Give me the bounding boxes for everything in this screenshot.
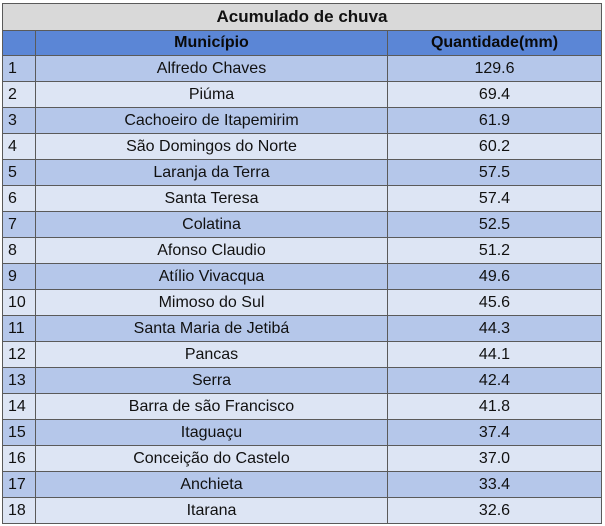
row-municipio: Cachoeiro de Itapemirim — [35, 107, 388, 134]
header-quantidade: Quantidade(mm) — [387, 30, 602, 56]
row-municipio: Piúma — [35, 81, 388, 108]
row-quantidade: 60.2 — [387, 133, 602, 160]
table-row: 18 Itarana 32.6 — [2, 497, 602, 524]
row-quantidade: 44.1 — [387, 341, 602, 368]
row-quantidade: 33.4 — [387, 471, 602, 498]
row-index: 14 — [2, 393, 36, 420]
row-index: 12 — [2, 341, 36, 368]
row-municipio: Itaguaçu — [35, 419, 388, 446]
row-index: 11 — [2, 315, 36, 342]
row-municipio: Barra de são Francisco — [35, 393, 388, 420]
row-index: 10 — [2, 289, 36, 316]
table-row: 11 Santa Maria de Jetibá 44.3 — [2, 315, 602, 342]
row-municipio: Laranja da Terra — [35, 159, 388, 186]
row-quantidade: 129.6 — [387, 55, 602, 82]
rainfall-table-container: Acumulado de chuva Município Quantidade(… — [2, 3, 602, 524]
row-municipio: Santa Teresa — [35, 185, 388, 212]
row-municipio: Serra — [35, 367, 388, 394]
table-row: 16 Conceição do Castelo 37.0 — [2, 445, 602, 472]
row-municipio: Colatina — [35, 211, 388, 238]
table-row: 1 Alfredo Chaves 129.6 — [2, 55, 602, 82]
row-quantidade: 37.4 — [387, 419, 602, 446]
row-quantidade: 51.2 — [387, 237, 602, 264]
row-quantidade: 57.4 — [387, 185, 602, 212]
table-row: 8 Afonso Claudio 51.2 — [2, 237, 602, 264]
row-index: 17 — [2, 471, 36, 498]
table-row: 15 Itaguaçu 37.4 — [2, 419, 602, 446]
row-index: 3 — [2, 107, 36, 134]
row-quantidade: 37.0 — [387, 445, 602, 472]
row-quantidade: 52.5 — [387, 211, 602, 238]
row-municipio: Anchieta — [35, 471, 388, 498]
header-municipio: Município — [35, 30, 388, 56]
table-row: 6 Santa Teresa 57.4 — [2, 185, 602, 212]
row-municipio: Mimoso do Sul — [35, 289, 388, 316]
table-row: 13 Serra 42.4 — [2, 367, 602, 394]
row-index: 15 — [2, 419, 36, 446]
header-index — [2, 30, 36, 56]
table-row: 14 Barra de são Francisco 41.8 — [2, 393, 602, 420]
row-index: 18 — [2, 497, 36, 524]
table-row: 2 Piúma 69.4 — [2, 81, 602, 108]
row-quantidade: 45.6 — [387, 289, 602, 316]
rainfall-table: Acumulado de chuva Município Quantidade(… — [2, 3, 602, 524]
row-municipio: Itarana — [35, 497, 388, 524]
row-index: 6 — [2, 185, 36, 212]
row-municipio: Pancas — [35, 341, 388, 368]
row-quantidade: 61.9 — [387, 107, 602, 134]
table-row: 5 Laranja da Terra 57.5 — [2, 159, 602, 186]
row-quantidade: 69.4 — [387, 81, 602, 108]
table-row: 12 Pancas 44.1 — [2, 341, 602, 368]
table-title-row: Acumulado de chuva — [2, 3, 602, 31]
row-quantidade: 41.8 — [387, 393, 602, 420]
row-index: 9 — [2, 263, 36, 290]
row-municipio: Santa Maria de Jetibá — [35, 315, 388, 342]
row-quantidade: 57.5 — [387, 159, 602, 186]
row-municipio: Alfredo Chaves — [35, 55, 388, 82]
row-municipio: Afonso Claudio — [35, 237, 388, 264]
row-municipio: Atílio Vivacqua — [35, 263, 388, 290]
row-quantidade: 44.3 — [387, 315, 602, 342]
table-row: 3 Cachoeiro de Itapemirim 61.9 — [2, 107, 602, 134]
row-index: 4 — [2, 133, 36, 160]
table-row: 10 Mimoso do Sul 45.6 — [2, 289, 602, 316]
row-index: 7 — [2, 211, 36, 238]
table-row: 7 Colatina 52.5 — [2, 211, 602, 238]
row-index: 2 — [2, 81, 36, 108]
row-index: 13 — [2, 367, 36, 394]
row-index: 5 — [2, 159, 36, 186]
row-municipio: Conceição do Castelo — [35, 445, 388, 472]
table-title: Acumulado de chuva — [2, 3, 602, 31]
table-row: 4 São Domingos do Norte 60.2 — [2, 133, 602, 160]
row-index: 16 — [2, 445, 36, 472]
table-header-row: Município Quantidade(mm) — [2, 30, 602, 56]
row-index: 1 — [2, 55, 36, 82]
table-row: 9 Atílio Vivacqua 49.6 — [2, 263, 602, 290]
row-index: 8 — [2, 237, 36, 264]
row-quantidade: 49.6 — [387, 263, 602, 290]
row-municipio: São Domingos do Norte — [35, 133, 388, 160]
table-row: 17 Anchieta 33.4 — [2, 471, 602, 498]
row-quantidade: 42.4 — [387, 367, 602, 394]
row-quantidade: 32.6 — [387, 497, 602, 524]
